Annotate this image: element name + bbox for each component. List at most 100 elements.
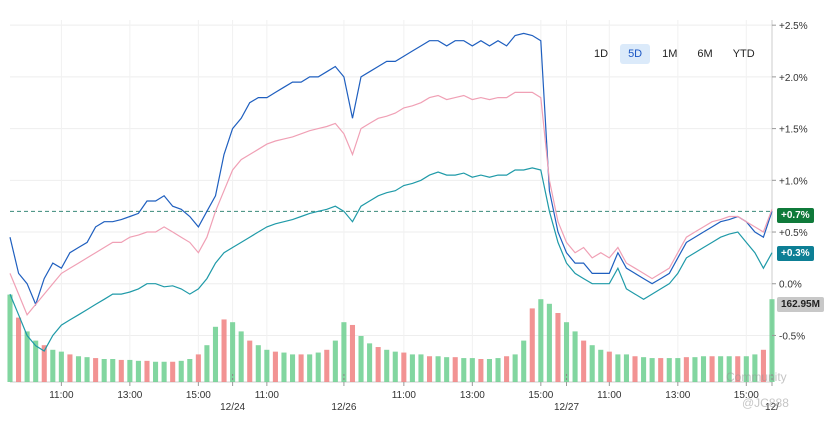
volume-bar [529,308,535,382]
volume-bar [563,322,570,382]
series-line-2 [9,167,773,352]
y-tick-label: +2.5% [779,21,808,32]
volume-bar [230,322,236,382]
volume-bar [75,356,82,382]
volume-bar [204,345,210,382]
volume-bar [67,354,73,382]
x-tick-label: 12/ [765,402,779,413]
grid [10,20,773,383]
volume-bar [118,359,124,382]
volume-bar [93,358,99,382]
y-tick-label: +2.0% [779,73,808,84]
volume-bar [478,359,484,382]
price-lines [9,32,773,352]
volume-bar [170,361,176,382]
volume-bar [401,352,407,382]
volume-bar [435,356,441,382]
volume-tag: 162.95M [777,297,824,312]
x-tick-label: 15:00 [734,390,759,401]
volume-bar [641,357,647,382]
volume-bar [16,317,22,382]
series-change-tag-blue: +0.7% [777,208,814,223]
volume-bar [683,357,689,382]
volume-bar [769,299,775,382]
volume-bar [41,345,47,382]
volume-bar [247,340,253,382]
x-tick-label: 11:00 [49,390,74,401]
watermark-handle: @JC888 [742,396,789,410]
volume-bar [623,354,629,382]
volume-bar [675,358,681,382]
volume-bar [367,343,373,382]
volume-bar [589,345,595,382]
volume-bar [281,352,287,382]
range-1d-button[interactable]: 1D [594,48,609,60]
x-tick-label: 11:00 [255,390,280,401]
range-ytd-button[interactable]: YTD [732,48,755,60]
range-selector: 1D 5D 1M 6M YTD [586,44,763,64]
volume-bar [461,358,467,382]
volume-bar [315,352,321,382]
x-tick-label: 15:00 [186,390,211,401]
volume-bar [384,349,390,382]
y-axis: +2.5% +2.0% +1.5% +1.0% +0.5% 0.0% -0.5% [772,21,808,342]
volume-bar [546,303,552,382]
volume-bar [58,351,64,382]
volume-bar [255,345,261,382]
x-tick-label: 15:00 [528,390,553,401]
volume-bar [418,354,424,382]
y-tick-label: -0.5% [779,331,805,342]
series-line-1 [9,91,773,316]
volume-bar [452,357,458,382]
y-tick-label: +1.5% [779,125,808,136]
series-change-tag-teal: +0.3% [777,246,814,261]
volume-bar [195,354,201,382]
volume-bar [135,360,141,382]
volume-bar [700,356,707,382]
volume-bar [7,294,13,382]
volume-bar [392,351,398,382]
y-tick-label: +1.0% [779,176,808,187]
volume-bar [752,354,758,382]
watermark-community: Community [726,370,787,384]
y-tick-label: 0.0% [779,280,802,291]
volume-bar [324,349,330,382]
volume-bar [153,361,159,382]
volume-bar [760,349,766,382]
volume-bar [521,340,527,382]
volume-bar [375,347,381,382]
volume-bar [572,331,578,382]
volume-bar [187,359,193,382]
volume-bar [50,349,56,382]
volume-bar [127,359,133,382]
volume-bar [632,356,638,382]
volume-bars [7,294,775,382]
x-tick-label: 12/24 [220,402,245,413]
volume-bar [658,358,664,382]
volume-bar [24,331,30,382]
volume-bar [33,340,39,382]
volume-bar [272,351,278,382]
volume-bar [332,340,338,382]
range-5d-button[interactable]: 5D [620,44,651,64]
volume-bar [726,356,732,382]
volume-bar [615,354,621,382]
volume-bar [649,358,655,382]
range-6m-button[interactable]: 6M [697,48,713,60]
volume-bar [238,331,244,382]
volume-bar [161,361,167,382]
volume-bar [307,354,313,382]
volume-bar [101,359,107,382]
x-tick-label: 12/26 [331,402,356,413]
range-1m-button[interactable]: 1M [662,48,678,60]
volume-bar [341,322,347,382]
volume-bar [289,354,296,382]
volume-bar [512,354,518,382]
volume-bar [504,356,510,382]
x-tick-label: 12/27 [554,402,579,413]
volume-bar [606,351,612,382]
volume-bar [298,354,304,382]
x-tick-label: 11:00 [392,390,417,401]
volume-bar [581,340,587,382]
x-tick-label: 13:00 [117,390,142,401]
